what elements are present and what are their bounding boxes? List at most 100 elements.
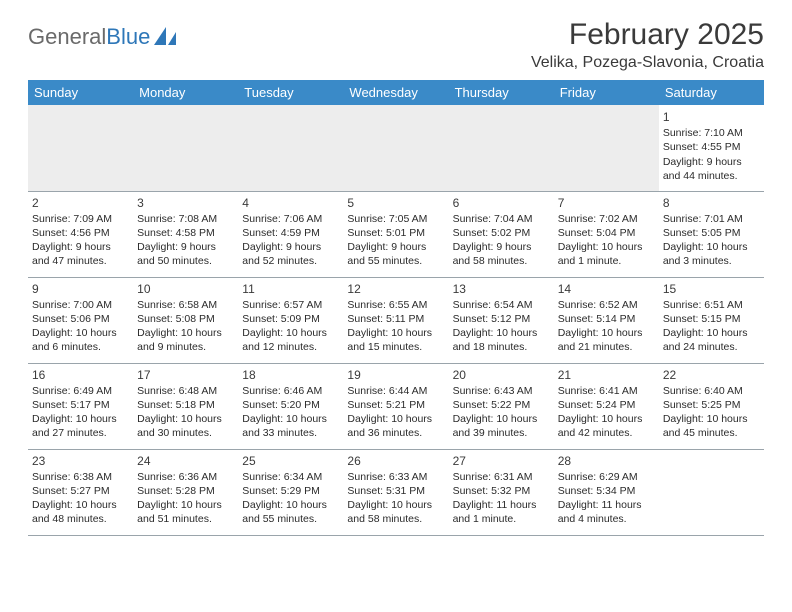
calendar-table: Sunday Monday Tuesday Wednesday Thursday… (28, 80, 764, 536)
day-number: 13 (453, 281, 550, 297)
calendar-cell: 17Sunrise: 6:48 AMSunset: 5:18 PMDayligh… (133, 363, 238, 449)
day-details: Sunrise: 6:57 AMSunset: 5:09 PMDaylight:… (242, 298, 339, 355)
day-number: 5 (347, 195, 444, 211)
day-number: 8 (663, 195, 760, 211)
calendar-cell: 18Sunrise: 6:46 AMSunset: 5:20 PMDayligh… (238, 363, 343, 449)
day-number: 2 (32, 195, 129, 211)
day-details: Sunrise: 6:33 AMSunset: 5:31 PMDaylight:… (347, 470, 444, 527)
day-number: 11 (242, 281, 339, 297)
calendar-cell: 2Sunrise: 7:09 AMSunset: 4:56 PMDaylight… (28, 191, 133, 277)
day-header-row: Sunday Monday Tuesday Wednesday Thursday… (28, 80, 764, 105)
day-number: 19 (347, 367, 444, 383)
calendar-cell: 4Sunrise: 7:06 AMSunset: 4:59 PMDaylight… (238, 191, 343, 277)
day-details: Sunrise: 6:41 AMSunset: 5:24 PMDaylight:… (558, 384, 655, 441)
day-details: Sunrise: 6:44 AMSunset: 5:21 PMDaylight:… (347, 384, 444, 441)
day-number: 6 (453, 195, 550, 211)
calendar-cell: 24Sunrise: 6:36 AMSunset: 5:28 PMDayligh… (133, 449, 238, 535)
day-number: 1 (663, 109, 760, 125)
calendar-cell: 25Sunrise: 6:34 AMSunset: 5:29 PMDayligh… (238, 449, 343, 535)
calendar-cell (28, 105, 133, 191)
calendar-cell: 27Sunrise: 6:31 AMSunset: 5:32 PMDayligh… (449, 449, 554, 535)
calendar-cell: 12Sunrise: 6:55 AMSunset: 5:11 PMDayligh… (343, 277, 448, 363)
calendar-cell: 11Sunrise: 6:57 AMSunset: 5:09 PMDayligh… (238, 277, 343, 363)
day-header: Sunday (28, 80, 133, 105)
day-details: Sunrise: 7:10 AMSunset: 4:55 PMDaylight:… (663, 126, 760, 183)
calendar-week-row: 1Sunrise: 7:10 AMSunset: 4:55 PMDaylight… (28, 105, 764, 191)
day-details: Sunrise: 7:09 AMSunset: 4:56 PMDaylight:… (32, 212, 129, 269)
calendar-cell: 20Sunrise: 6:43 AMSunset: 5:22 PMDayligh… (449, 363, 554, 449)
calendar-cell: 1Sunrise: 7:10 AMSunset: 4:55 PMDaylight… (659, 105, 764, 191)
calendar-cell (133, 105, 238, 191)
day-header: Saturday (659, 80, 764, 105)
calendar-cell (554, 105, 659, 191)
day-number: 3 (137, 195, 234, 211)
day-details: Sunrise: 6:40 AMSunset: 5:25 PMDaylight:… (663, 384, 760, 441)
day-number: 22 (663, 367, 760, 383)
day-details: Sunrise: 6:34 AMSunset: 5:29 PMDaylight:… (242, 470, 339, 527)
calendar-cell (238, 105, 343, 191)
calendar-cell: 23Sunrise: 6:38 AMSunset: 5:27 PMDayligh… (28, 449, 133, 535)
page-header: GeneralBlue February 2025 Velika, Pozega… (28, 18, 764, 72)
calendar-cell: 15Sunrise: 6:51 AMSunset: 5:15 PMDayligh… (659, 277, 764, 363)
day-details: Sunrise: 6:29 AMSunset: 5:34 PMDaylight:… (558, 470, 655, 527)
calendar-cell: 7Sunrise: 7:02 AMSunset: 5:04 PMDaylight… (554, 191, 659, 277)
day-details: Sunrise: 7:02 AMSunset: 5:04 PMDaylight:… (558, 212, 655, 269)
day-details: Sunrise: 7:01 AMSunset: 5:05 PMDaylight:… (663, 212, 760, 269)
day-details: Sunrise: 7:05 AMSunset: 5:01 PMDaylight:… (347, 212, 444, 269)
month-title: February 2025 (531, 18, 764, 52)
day-details: Sunrise: 7:08 AMSunset: 4:58 PMDaylight:… (137, 212, 234, 269)
logo: GeneralBlue (28, 18, 180, 50)
day-number: 9 (32, 281, 129, 297)
day-number: 14 (558, 281, 655, 297)
title-block: February 2025 Velika, Pozega-Slavonia, C… (531, 18, 764, 72)
day-details: Sunrise: 7:04 AMSunset: 5:02 PMDaylight:… (453, 212, 550, 269)
calendar-cell: 3Sunrise: 7:08 AMSunset: 4:58 PMDaylight… (133, 191, 238, 277)
calendar-cell: 21Sunrise: 6:41 AMSunset: 5:24 PMDayligh… (554, 363, 659, 449)
day-details: Sunrise: 7:06 AMSunset: 4:59 PMDaylight:… (242, 212, 339, 269)
logo-text-blue: Blue (106, 24, 150, 50)
calendar-cell: 13Sunrise: 6:54 AMSunset: 5:12 PMDayligh… (449, 277, 554, 363)
day-number: 10 (137, 281, 234, 297)
day-details: Sunrise: 6:55 AMSunset: 5:11 PMDaylight:… (347, 298, 444, 355)
day-number: 17 (137, 367, 234, 383)
day-details: Sunrise: 6:58 AMSunset: 5:08 PMDaylight:… (137, 298, 234, 355)
day-header: Friday (554, 80, 659, 105)
calendar-cell: 8Sunrise: 7:01 AMSunset: 5:05 PMDaylight… (659, 191, 764, 277)
calendar-cell (449, 105, 554, 191)
calendar-week-row: 16Sunrise: 6:49 AMSunset: 5:17 PMDayligh… (28, 363, 764, 449)
day-number: 20 (453, 367, 550, 383)
day-number: 15 (663, 281, 760, 297)
day-details: Sunrise: 6:52 AMSunset: 5:14 PMDaylight:… (558, 298, 655, 355)
calendar-cell: 6Sunrise: 7:04 AMSunset: 5:02 PMDaylight… (449, 191, 554, 277)
day-number: 23 (32, 453, 129, 469)
day-header: Wednesday (343, 80, 448, 105)
day-details: Sunrise: 6:51 AMSunset: 5:15 PMDaylight:… (663, 298, 760, 355)
day-number: 26 (347, 453, 444, 469)
day-header: Monday (133, 80, 238, 105)
day-number: 16 (32, 367, 129, 383)
calendar-cell: 19Sunrise: 6:44 AMSunset: 5:21 PMDayligh… (343, 363, 448, 449)
logo-text-gray: General (28, 24, 106, 50)
calendar-week-row: 2Sunrise: 7:09 AMSunset: 4:56 PMDaylight… (28, 191, 764, 277)
day-number: 7 (558, 195, 655, 211)
logo-sail-icon (154, 27, 180, 47)
day-number: 12 (347, 281, 444, 297)
day-number: 4 (242, 195, 339, 211)
calendar-cell: 10Sunrise: 6:58 AMSunset: 5:08 PMDayligh… (133, 277, 238, 363)
day-number: 18 (242, 367, 339, 383)
day-details: Sunrise: 6:43 AMSunset: 5:22 PMDaylight:… (453, 384, 550, 441)
day-details: Sunrise: 6:46 AMSunset: 5:20 PMDaylight:… (242, 384, 339, 441)
day-header: Thursday (449, 80, 554, 105)
day-number: 21 (558, 367, 655, 383)
day-number: 28 (558, 453, 655, 469)
day-details: Sunrise: 6:49 AMSunset: 5:17 PMDaylight:… (32, 384, 129, 441)
calendar-cell: 16Sunrise: 6:49 AMSunset: 5:17 PMDayligh… (28, 363, 133, 449)
calendar-week-row: 9Sunrise: 7:00 AMSunset: 5:06 PMDaylight… (28, 277, 764, 363)
day-details: Sunrise: 6:38 AMSunset: 5:27 PMDaylight:… (32, 470, 129, 527)
calendar-cell: 26Sunrise: 6:33 AMSunset: 5:31 PMDayligh… (343, 449, 448, 535)
calendar-cell: 22Sunrise: 6:40 AMSunset: 5:25 PMDayligh… (659, 363, 764, 449)
calendar-cell: 28Sunrise: 6:29 AMSunset: 5:34 PMDayligh… (554, 449, 659, 535)
day-number: 27 (453, 453, 550, 469)
day-number: 24 (137, 453, 234, 469)
day-details: Sunrise: 6:48 AMSunset: 5:18 PMDaylight:… (137, 384, 234, 441)
